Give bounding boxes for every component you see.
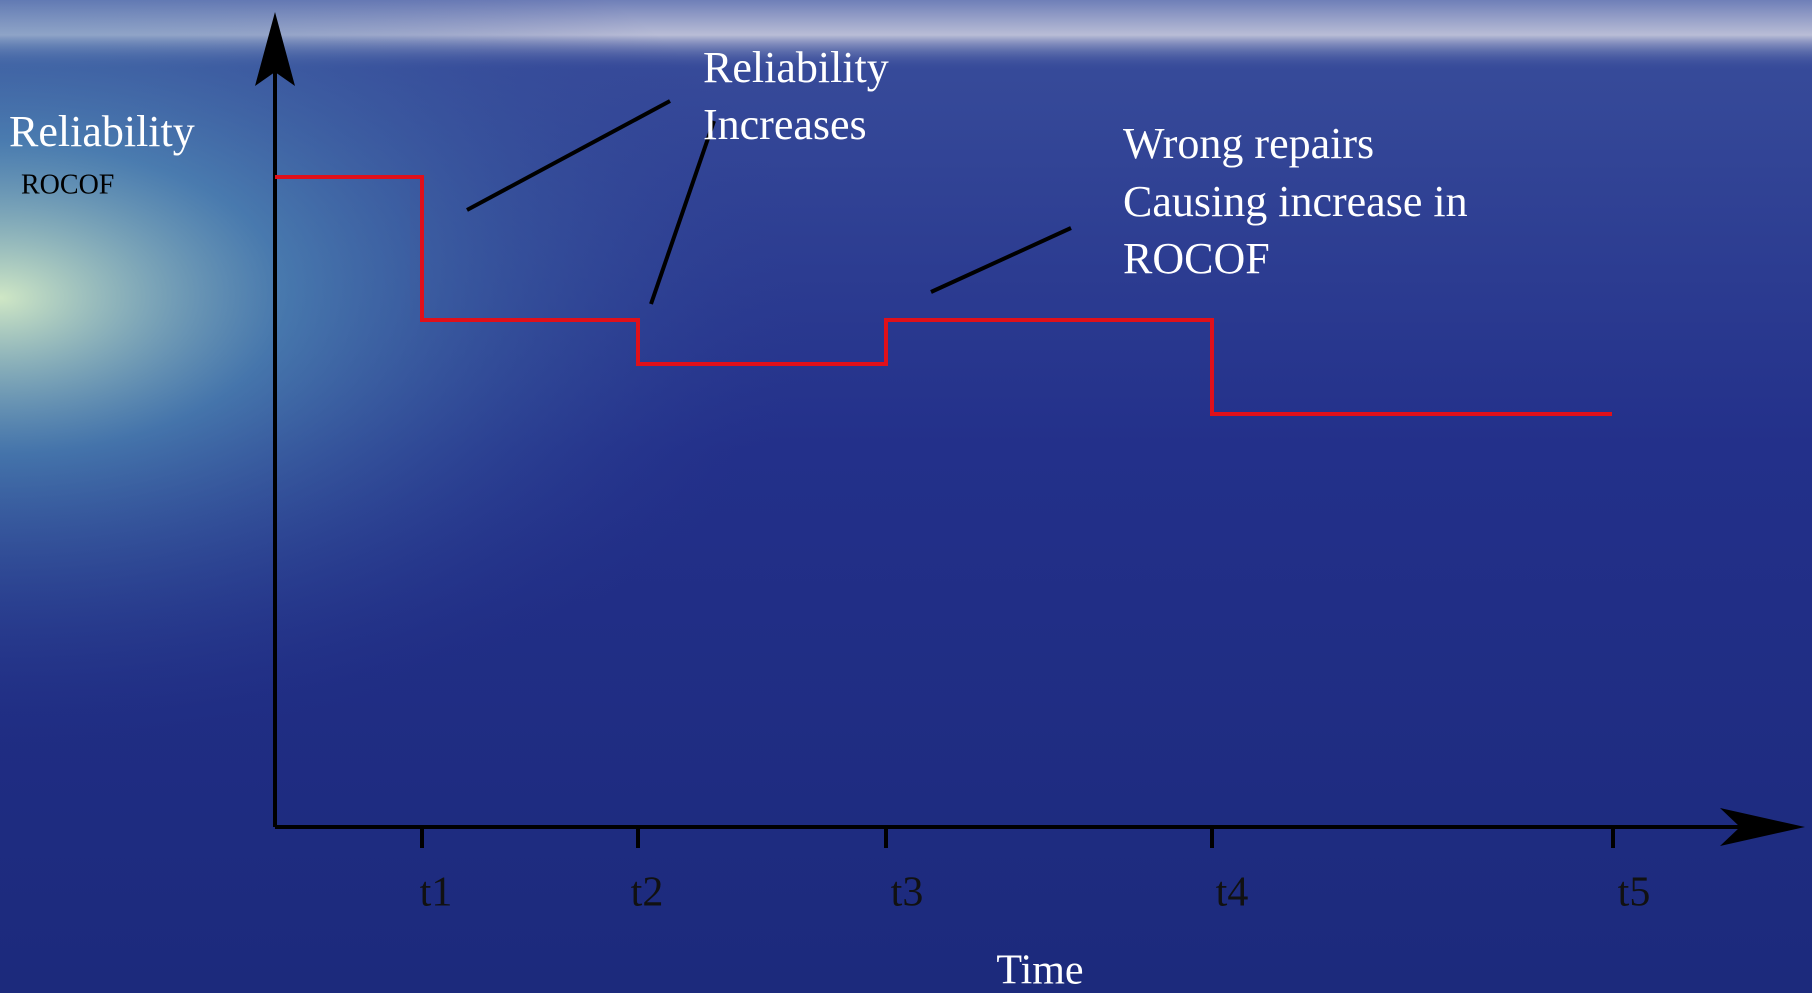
page: {"y_axis_label": {"primary": "Reliabilit… bbox=[0, 0, 1812, 993]
x-tick-label: t2 bbox=[631, 870, 664, 916]
annotation: Increases bbox=[703, 100, 867, 149]
annotation: ROCOF bbox=[1123, 234, 1270, 283]
y-axis-label: Reliability bbox=[9, 107, 195, 156]
x-tick-label: t1 bbox=[420, 870, 453, 916]
x-tick-label: t5 bbox=[1618, 870, 1651, 916]
annotation: Wrong repairs bbox=[1123, 119, 1374, 168]
glow bbox=[0, 0, 1812, 993]
diagram: Reliability ROCOF Time t1 t2 t3 t4 t5 Re… bbox=[0, 0, 1812, 993]
x-tick-label: t3 bbox=[891, 870, 924, 916]
annotation: Causing increase in bbox=[1123, 177, 1468, 226]
y-axis-sublabel: ROCOF bbox=[21, 169, 114, 200]
annotation: Reliability bbox=[703, 43, 889, 92]
x-tick-label: t4 bbox=[1216, 870, 1249, 916]
x-axis-label: Time bbox=[996, 948, 1083, 993]
